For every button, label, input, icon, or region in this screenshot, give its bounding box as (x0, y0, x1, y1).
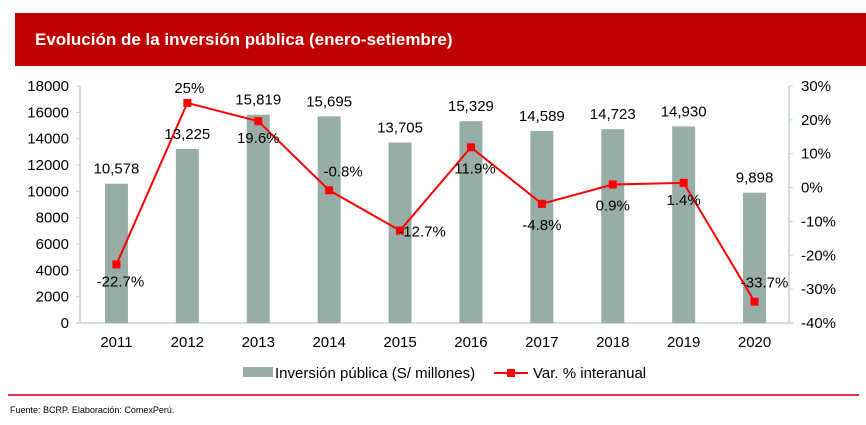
x-tick-label: 2016 (454, 334, 487, 351)
x-tick-label: 2011 (100, 334, 132, 351)
bar-value-label: 13,705 (377, 120, 423, 137)
line-value-label: -4.8% (522, 217, 561, 234)
y-right-tick-label: -30% (801, 281, 836, 298)
y-right-tick-label: -10% (801, 213, 836, 230)
bar (104, 183, 128, 323)
line-value-label: 25% (174, 80, 204, 97)
data-labels: 10,578 13,225 15,819 15,695 13,705 15,329 14,5… (94, 80, 789, 292)
bar-value-label: 13,225 (164, 126, 210, 143)
line-value-label: -0.8% (324, 163, 363, 180)
legend-label-line: Var. % interanual (533, 365, 646, 382)
x-tick-label: 2015 (383, 334, 416, 351)
legend-swatch-bar (243, 367, 273, 377)
legend: Inversión pública (S/ millones) Var. % in… (243, 365, 646, 382)
y-left-tick-label: 2000 (36, 289, 69, 306)
line-value-label: 19.6% (237, 130, 280, 147)
x-tick-label: 2017 (525, 334, 558, 351)
line-marker (325, 186, 334, 195)
bar (246, 114, 270, 324)
bar (459, 121, 483, 323)
y-left-tick-label: 14000 (27, 131, 69, 148)
title-bar: Evolución de la inversión pública (enero… (15, 13, 866, 66)
bar-value-label: 15,695 (306, 93, 352, 110)
y-left-tick-label: 6000 (36, 236, 69, 253)
bar-value-label: 14,723 (590, 106, 636, 123)
separator-line (8, 394, 859, 396)
y-right-tick-label: 10% (801, 146, 831, 163)
bars (104, 114, 767, 324)
x-tick-label: 2019 (667, 334, 700, 351)
bar-value-label: 15,329 (448, 98, 494, 115)
line-marker (466, 143, 475, 152)
bar-value-label: 9,898 (736, 170, 774, 187)
y-left-tick-label: 16000 (27, 104, 69, 121)
line-value-label: -22.7% (97, 273, 145, 290)
line-value-label: 11.9% (454, 160, 495, 177)
bar (175, 148, 199, 323)
bar-value-label: 14,589 (519, 108, 565, 125)
chart-title: Evolución de la inversión pública (enero… (35, 30, 453, 49)
line-marker (679, 178, 688, 187)
line-value-label: 0.9% (596, 198, 630, 215)
line-marker (254, 117, 263, 126)
line-marker (183, 98, 192, 107)
y-left-tick-label: 8000 (36, 210, 69, 227)
line-marker (396, 226, 405, 235)
bar-value-label: 10,578 (94, 161, 140, 178)
line-value-label: -12.7% (398, 224, 446, 241)
y-right-tick-label: -20% (801, 247, 836, 264)
line-value-label: -33.7% (741, 275, 789, 292)
bar (601, 129, 625, 323)
legend-label-bar: Inversión pública (S/ millones) (275, 365, 475, 382)
y-right-tick-label: -40% (801, 315, 836, 332)
y-left-tick-label: 12000 (27, 157, 69, 174)
bar (317, 116, 341, 323)
line-series (112, 98, 759, 306)
y-right-tick-label: 20% (801, 112, 831, 129)
x-tick-label: 2014 (312, 334, 345, 351)
x-tick-label: 2012 (171, 334, 204, 351)
x-tick-label: 2013 (242, 334, 275, 351)
bar-value-label: 15,819 (235, 92, 281, 109)
bar-value-label: 14,930 (661, 103, 707, 120)
line-marker (750, 297, 759, 306)
axes: 0 2000 4000 6000 8000 10000 12000 14000 16000 180… (27, 78, 836, 351)
line-path (115, 101, 756, 303)
line-marker (537, 199, 546, 208)
y-right-tick-label: 30% (801, 78, 831, 95)
y-left-tick-label: 18000 (27, 78, 69, 95)
y-left-tick-label: 4000 (36, 262, 69, 279)
legend-swatch-marker (507, 369, 515, 377)
line-value-label: 1.4% (667, 192, 701, 209)
source-note: Fuente: BCRP. Elaboración: ComexPerú. (10, 405, 175, 415)
x-tick-label: 2020 (738, 334, 771, 351)
line-marker (112, 260, 121, 269)
bar (530, 130, 554, 323)
x-tick-label: 2018 (596, 334, 629, 351)
y-left-tick-label: 0 (61, 315, 69, 332)
y-right-tick-label: 0% (801, 180, 823, 197)
y-left-tick-label: 10000 (27, 183, 69, 200)
bar (672, 126, 696, 324)
line-marker (608, 180, 617, 189)
